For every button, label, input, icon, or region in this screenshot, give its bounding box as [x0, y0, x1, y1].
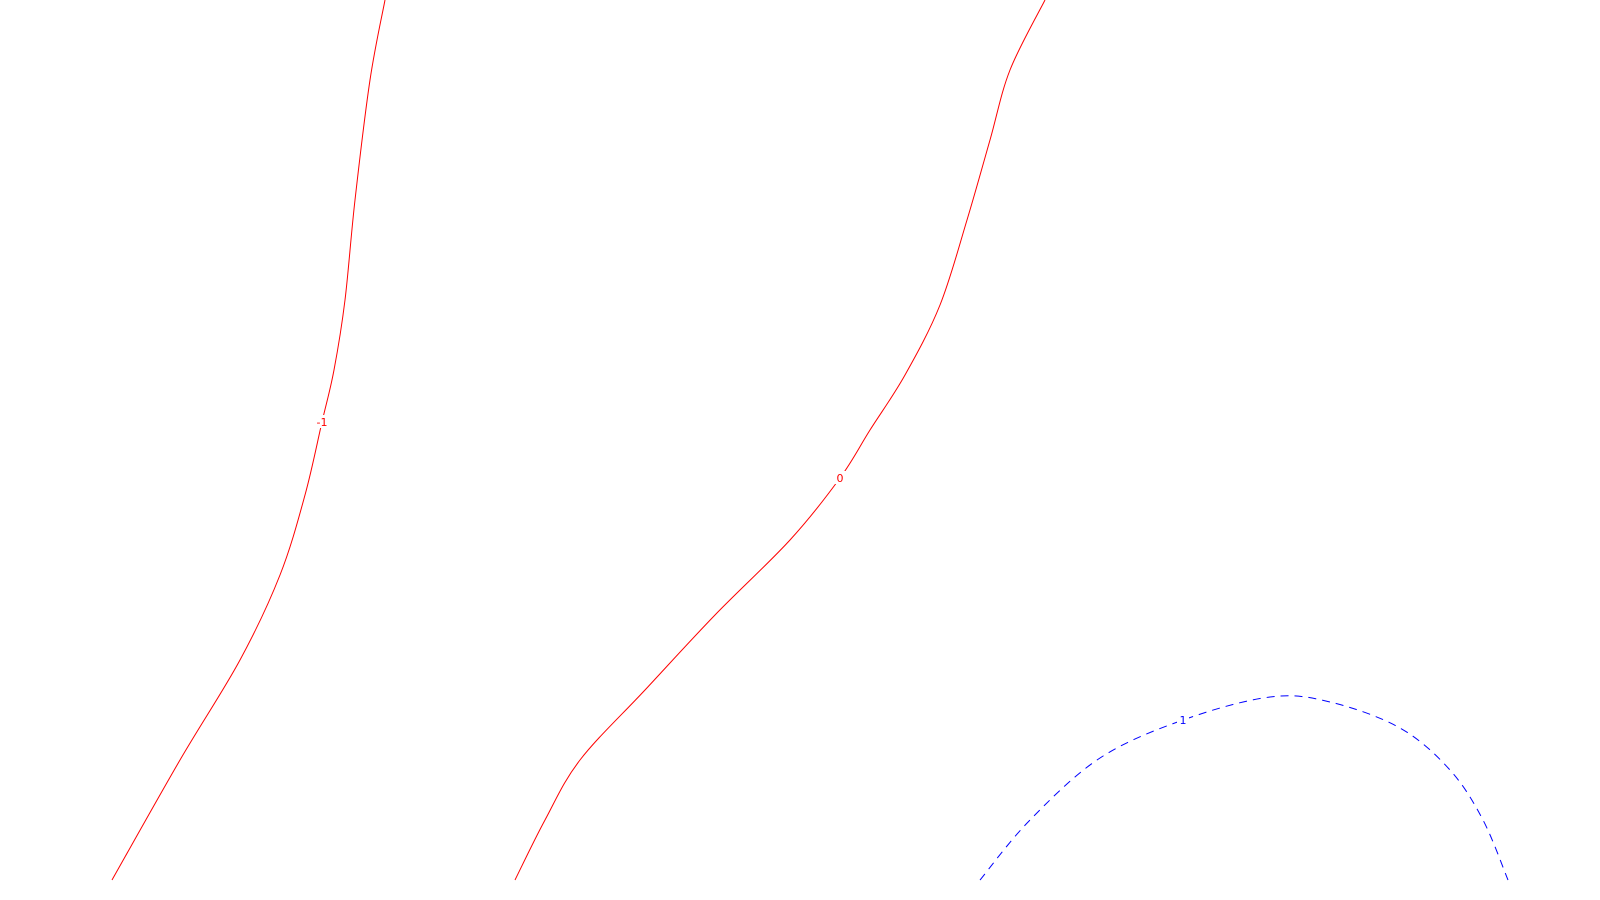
contour-labels: -1 0 1	[316, 415, 1189, 727]
contour-line-level-1	[979, 695, 1509, 881]
contour-label-background	[834, 471, 846, 484]
contour-label-level-0: 0	[837, 472, 844, 485]
contour-lines	[111, 0, 1509, 881]
contour-label-level-neg1: -1	[317, 416, 328, 429]
contour-label-level-1: 1	[1180, 714, 1187, 727]
contour-label-background	[1177, 713, 1189, 726]
contour-line-level-0	[514, 0, 1046, 881]
contour-label-background	[316, 415, 328, 428]
contour-line-level-neg1	[111, 0, 386, 881]
